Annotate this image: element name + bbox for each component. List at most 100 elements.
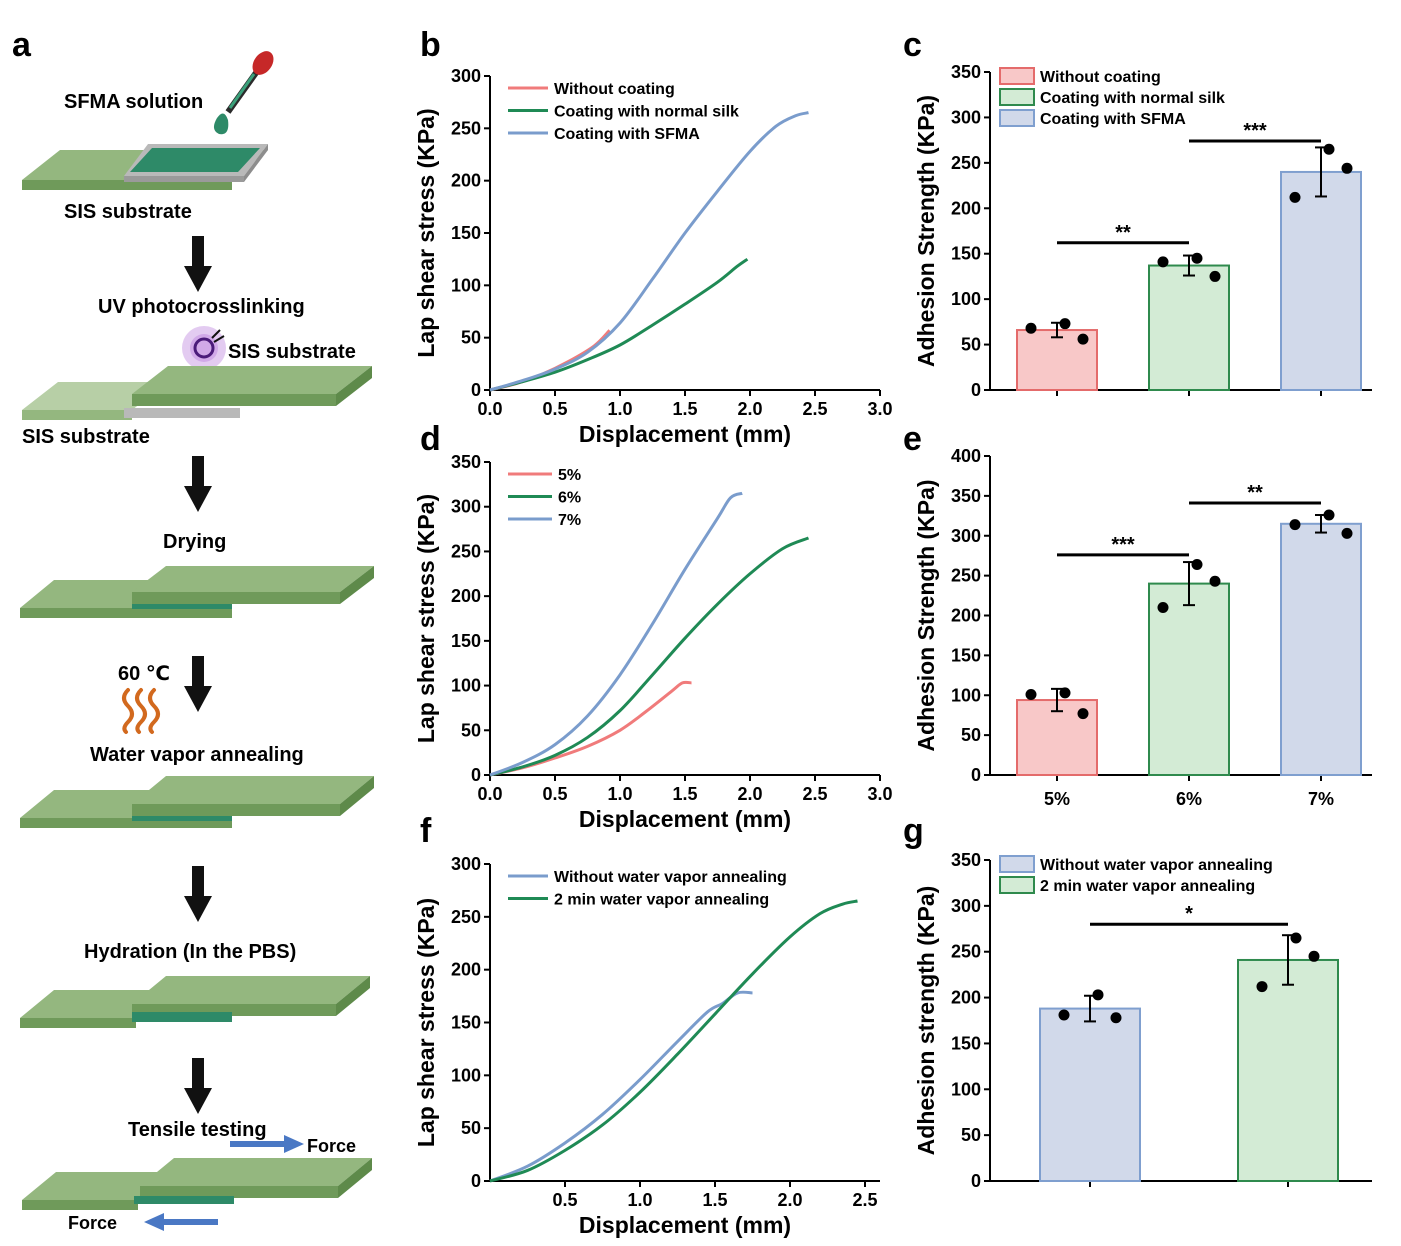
y-tick-label: 150 <box>451 1013 481 1033</box>
x-tick-label: 0.5 <box>542 399 567 419</box>
label-sis-substrate-top: SIS substrate <box>228 341 356 363</box>
legend-label: Coating with SFMA <box>1040 111 1186 128</box>
y-tick-label: 150 <box>951 244 981 264</box>
label-force-right: Force <box>307 1136 356 1156</box>
label-sis-substrate-1: SIS substrate <box>64 201 192 223</box>
step-solution-deposition: SFMA solution SIS substrate <box>22 51 274 223</box>
y-tick-label: 250 <box>951 153 981 173</box>
data-point <box>1025 322 1037 334</box>
y-tick-label: 0 <box>971 765 981 785</box>
legend-label: Without coating <box>554 81 675 98</box>
force-arrow-left-icon <box>144 1213 218 1231</box>
x-tick-label: 2.5 <box>852 1190 877 1210</box>
x-tick-label: 2.0 <box>777 1190 802 1210</box>
coating-layer <box>132 604 232 609</box>
panel-letter-e: e <box>903 420 922 458</box>
data-point <box>1191 252 1203 264</box>
gray-frame-side <box>244 144 268 182</box>
y-tick-label: 200 <box>451 960 481 980</box>
y-tick-label: 300 <box>951 107 981 127</box>
x-tick-label: 2.0 <box>737 784 762 804</box>
series-line-2-min-water-vapor-annealing <box>489 899 858 1183</box>
chart-g-adhesion-annealing: 0 50 100 150 200 250 300 350 Adhesion strength (… <box>913 850 1372 1191</box>
data-point <box>1025 688 1037 700</box>
y-tick-label: 50 <box>961 1125 981 1145</box>
step-uv: SIS substrate SIS substrate <box>22 326 372 448</box>
series-line-coating-with-sfma <box>489 111 809 392</box>
x-axis-label: Displacement (mm) <box>579 1212 791 1238</box>
y-axis-label: Lap shear stress (KPa) <box>413 898 439 1147</box>
y-tick-label: 50 <box>961 335 981 355</box>
y-tick-label: 250 <box>951 566 981 586</box>
down-arrow-icon <box>184 456 212 512</box>
legend-label: 2 min water vapor annealing <box>1040 878 1255 895</box>
label-tensile-testing: Tensile testing <box>128 1119 267 1141</box>
y-tick-label: 400 <box>951 446 981 466</box>
chart-e-adhesion-concentration: 0 50 100 150 200 250 300 350 400 Adhesion Strengt… <box>913 446 1372 809</box>
series-line-coating-with-normal-silk <box>489 257 749 392</box>
x-tick-label: 0.0 <box>477 784 502 804</box>
data-point <box>1191 558 1203 570</box>
y-axis-label: Adhesion strength (KPa) <box>913 886 939 1156</box>
y-tick-label: 150 <box>951 1033 981 1053</box>
panel-letter-f: f <box>420 812 432 850</box>
data-point <box>1157 256 1169 268</box>
step-annealing <box>20 776 374 828</box>
chart-b-lap-shear-coating: 0 50 100 150 200 250 300 Lap shear stress (KPa)… <box>413 66 893 447</box>
gray-frame-edge <box>124 176 244 182</box>
y-tick-label: 250 <box>451 118 481 138</box>
bar-coating-with-sfma <box>1280 170 1362 391</box>
data-point <box>1290 932 1302 944</box>
y-tick-label: 300 <box>451 854 481 874</box>
x-tick-label: 0.0 <box>477 399 502 419</box>
y-tick-label: 250 <box>451 541 481 561</box>
y-tick-label: 250 <box>951 942 981 962</box>
label-uv-photocrosslinking: UV photocrosslinking <box>98 296 305 318</box>
uv-lamp-icon <box>193 337 215 359</box>
x-axis-label: Displacement (mm) <box>579 421 791 447</box>
bar-7- <box>1280 522 1362 776</box>
legend-swatch <box>999 876 1035 894</box>
coating-layer <box>130 148 260 172</box>
legend-label: Coating with normal silk <box>554 104 739 121</box>
y-tick-label: 0 <box>971 380 981 400</box>
x-tick-label: 1.0 <box>627 1190 652 1210</box>
heat-waves-icon <box>122 688 160 734</box>
y-tick-label: 200 <box>951 606 981 626</box>
x-tick-label: 2.5 <box>802 399 827 419</box>
series-line-without-coating <box>489 329 611 392</box>
chart-d-lap-shear-concentration: 0 50 100 150 200 250 300 350 Lap shear stress (K… <box>413 452 893 832</box>
legend-label: Coating with normal silk <box>1040 90 1225 107</box>
series-line-5- <box>489 680 692 777</box>
legend-label: Without water vapor annealing <box>1040 857 1273 874</box>
legend-swatch <box>999 855 1035 873</box>
significance-label: *** <box>1243 120 1267 142</box>
y-tick-label: 0 <box>471 380 481 400</box>
step-drying <box>20 566 374 618</box>
y-tick-label: 200 <box>951 988 981 1008</box>
label-sfma-solution: SFMA solution <box>64 91 203 113</box>
y-tick-label: 50 <box>961 725 981 745</box>
data-point <box>1341 162 1353 174</box>
series-line-6- <box>489 536 810 777</box>
x-tick-label: 0.5 <box>552 1190 577 1210</box>
bar-without-water-vapor-annealing <box>1039 1007 1141 1182</box>
bar-2-min-water-vapor-annealing <box>1237 958 1339 1182</box>
legend-swatch <box>999 88 1035 106</box>
chart-c-adhesion-coating: 0 50 100 150 200 250 300 350 Adhesion Strength (… <box>913 62 1372 400</box>
y-tick-label: 100 <box>951 289 981 309</box>
legend-label: Without coating <box>1040 69 1161 86</box>
data-point <box>1209 575 1221 587</box>
top-substrate <box>132 366 372 394</box>
data-point <box>1341 527 1353 539</box>
legend-label: 7% <box>558 512 581 529</box>
y-tick-label: 300 <box>451 497 481 517</box>
down-arrow-icon <box>184 656 212 712</box>
label-hydration: Hydration (In the PBS) <box>84 941 296 963</box>
data-point <box>1058 1009 1070 1021</box>
y-tick-label: 100 <box>451 676 481 696</box>
down-arrow-icon <box>184 236 212 292</box>
y-axis-label: Lap shear stress (KPa) <box>413 494 439 743</box>
data-point <box>1323 509 1335 521</box>
